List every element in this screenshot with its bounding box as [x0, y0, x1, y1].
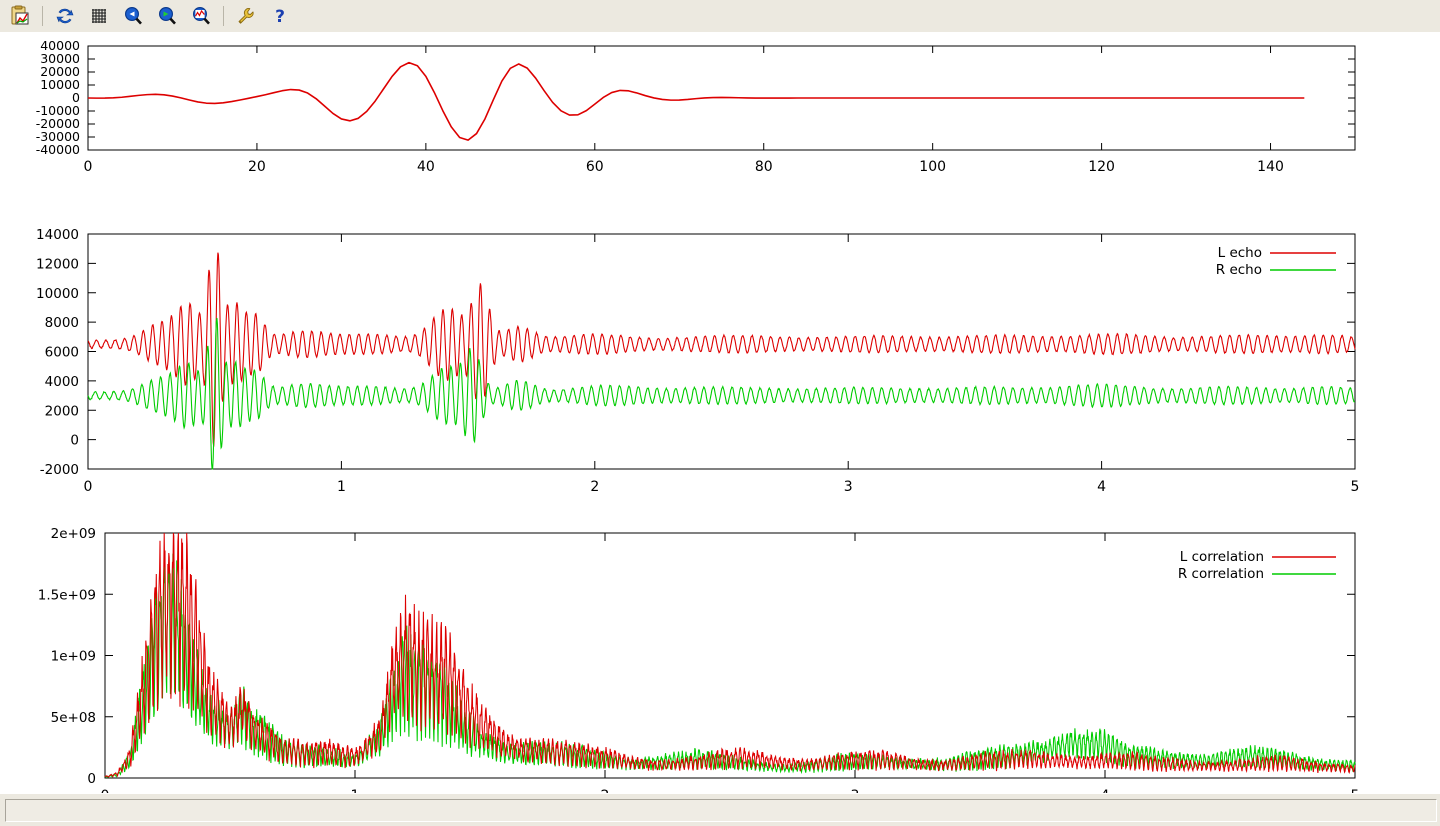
x-tick-label: 2	[601, 788, 610, 793]
y-tick-label: 10000	[40, 77, 80, 92]
x-tick-label: 140	[1257, 159, 1284, 175]
y-tick-label: 4000	[45, 374, 79, 390]
y-tick-label: 5e+08	[51, 710, 96, 726]
x-tick-label: 1	[337, 479, 346, 492]
grid-button[interactable]	[85, 2, 113, 30]
chirp-plot[interactable]: -40000 -30000 -20000 -10000 0 10000 20000 30000…	[0, 32, 1440, 184]
y-tick-label: -2000	[40, 462, 79, 478]
y-tick-label: 30000	[40, 51, 80, 66]
help-button[interactable]: ?	[266, 2, 294, 30]
x-tick-label: 0	[84, 159, 93, 175]
svg-text:?: ?	[275, 7, 285, 26]
settings-button[interactable]	[232, 2, 260, 30]
x-axis-label: sample	[696, 183, 747, 184]
x-tick-label: 3	[851, 788, 860, 793]
l-correlation-trace	[104, 532, 1356, 778]
status-text	[5, 799, 1437, 822]
toolbar-separator-2	[223, 6, 224, 26]
zoom-previous-button[interactable]	[119, 2, 147, 30]
y-tick-label: 40000	[40, 38, 80, 53]
y-tick-label: 6000	[45, 345, 79, 361]
status-bar	[0, 793, 1440, 826]
copy-plot-icon	[11, 5, 29, 25]
y-tick-label: 20000	[40, 64, 80, 79]
x-tick-label: 80	[755, 159, 773, 175]
copy-plot-button[interactable]	[6, 2, 34, 30]
zoom-previous-icon	[124, 6, 142, 25]
settings-wrench-icon	[238, 8, 254, 24]
y-tick-label: 0	[87, 771, 96, 787]
toolbar: ?	[0, 0, 1440, 33]
autoscale-icon	[192, 6, 210, 25]
x-tick-label: 4	[1101, 788, 1110, 793]
zoom-next-icon	[158, 6, 176, 25]
help-icon: ?	[275, 7, 285, 26]
echo-plot-svg: -2000 0 2000 4000 6000 8000 10000 12000 14000 0 1 2…	[36, 227, 1360, 492]
l-echo-trace	[87, 252, 1356, 447]
x-tick-label: 40	[417, 159, 435, 175]
y-tick-label: 14000	[36, 227, 79, 243]
legend-label-0: L correlation	[1180, 549, 1264, 565]
refresh-button[interactable]	[51, 2, 79, 30]
x-tick-label: 2	[590, 479, 599, 492]
refresh-icon	[56, 8, 74, 24]
x-tick-label: 1	[351, 788, 360, 793]
y-tick-label: 0	[72, 90, 80, 105]
toolbar-separator-1	[42, 6, 43, 26]
y-tick-label: 0	[70, 433, 79, 449]
legend-label-1: R echo	[1216, 262, 1262, 278]
chirp-plot-svg: -40000-30000-20000-100000100002000030000…	[36, 38, 1356, 184]
y-tick-label: 12000	[36, 256, 79, 272]
x-tick-label: 5	[1351, 788, 1360, 793]
y-tick-label: 1e+09	[51, 649, 96, 665]
y-tick-label: -20000	[36, 116, 80, 131]
legend-label-0: L echo	[1218, 245, 1262, 261]
x-tick-label: 0	[101, 788, 110, 793]
y-tick-label: 2000	[45, 403, 79, 419]
y-tick-label: 10000	[36, 286, 79, 302]
y-tick-label: -30000	[36, 129, 80, 144]
r-echo-trace	[87, 317, 1356, 470]
x-tick-label: 20	[248, 159, 266, 175]
y-tick-label: 1.5e+09	[38, 587, 96, 603]
autoscale-button[interactable]	[187, 2, 215, 30]
x-tick-label: 5	[1351, 479, 1360, 492]
plot-canvas: -40000 -30000 -20000 -10000 0 10000 20000 30000…	[0, 32, 1440, 793]
legend-label-1: R correlation	[1178, 566, 1264, 582]
echo-plot[interactable]: -2000 0 2000 4000 6000 8000 10000 12000 14000 0 1 2…	[0, 184, 1440, 492]
x-tick-label: 60	[586, 159, 604, 175]
grid-icon	[92, 9, 106, 23]
y-tick-label: -40000	[36, 142, 80, 157]
zoom-next-button[interactable]	[153, 2, 181, 30]
y-tick-label: -10000	[36, 103, 80, 118]
correlation-plot-frame	[104, 532, 1356, 779]
x-tick-label: 120	[1088, 159, 1115, 175]
x-tick-label: 3	[844, 479, 853, 492]
x-tick-label: 4	[1097, 479, 1106, 492]
y-tick-label: 2e+09	[51, 526, 96, 542]
x-tick-label: 100	[919, 159, 946, 175]
x-tick-label: 0	[84, 479, 93, 492]
y-tick-label: 8000	[45, 315, 79, 331]
chirp-trace	[87, 61, 1305, 141]
